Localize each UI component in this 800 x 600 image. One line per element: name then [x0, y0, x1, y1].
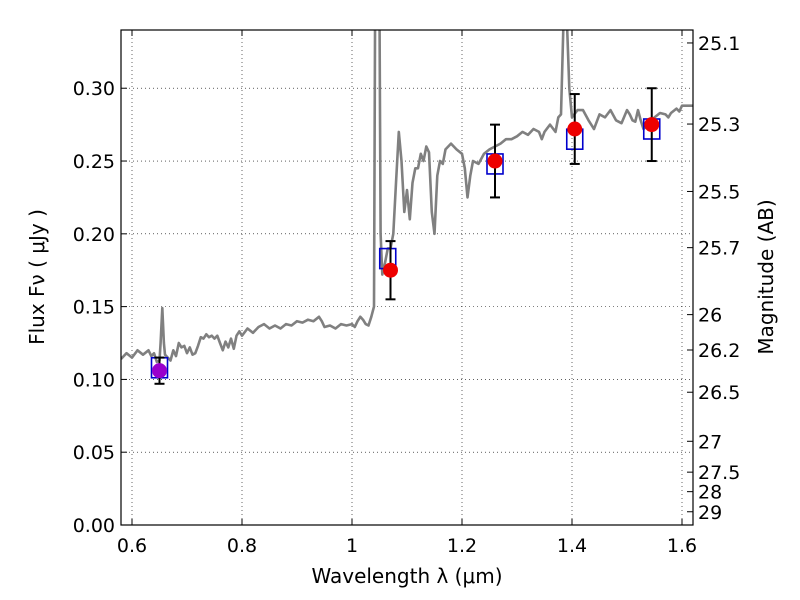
x-tick-label: 0.8 [227, 535, 257, 557]
magnitude-tick-label: 25.3 [698, 114, 740, 136]
y-tick-labels: 0.00 0.05 0.10 0.15 0.20 0.25 0.30 [73, 78, 115, 537]
observed-point [152, 363, 167, 379]
x-tick-label: 1.2 [447, 535, 477, 557]
x-axis-title: Wavelength λ (μm) [311, 564, 502, 588]
magnitude-tick-label: 28 [698, 482, 722, 504]
magnitude-tick-label: 25.5 [698, 181, 740, 203]
magnitude-tick-label: 27 [698, 431, 722, 453]
y-tick-label: 0.10 [73, 369, 115, 391]
magnitude-tick-label: 26.2 [698, 340, 740, 362]
magnitude-tick-label: 25.7 [698, 238, 740, 260]
x-tick-labels: 0.6 0.8 1 1.2 1.4 1.6 [117, 535, 697, 557]
observed-point [567, 121, 583, 137]
ticks [121, 30, 693, 526]
y-tick-label: 0.30 [73, 78, 115, 100]
y-tick-label: 0.15 [73, 297, 115, 319]
magnitude-tick-label: 29 [698, 502, 722, 524]
magnitude-tick-label: 25.1 [698, 33, 740, 55]
x-tick-label: 1 [346, 535, 358, 557]
y-tick-label: 0.20 [73, 224, 115, 246]
plot-frame [120, 29, 694, 526]
magnitude-tick-label: 26 [698, 305, 722, 327]
observed-point [644, 117, 660, 133]
x-tick-label: 1.6 [667, 535, 697, 557]
magnitude-tick-label: 27.5 [698, 462, 740, 484]
observed-points [152, 87, 660, 385]
observed-point [383, 262, 398, 278]
y-tick-label: 0.00 [73, 515, 115, 537]
observed-point [487, 153, 503, 169]
y-axis-title: Flux Fν ( μJy ) [25, 209, 49, 345]
y-tick-label: 0.05 [73, 442, 115, 464]
y2-axis-title: Magnitude (AB) [754, 199, 778, 354]
y-tick-label: 0.25 [73, 151, 115, 173]
x-tick-label: 0.6 [117, 535, 147, 557]
plot-background [121, 30, 693, 525]
x-tick-label: 1.4 [557, 535, 587, 557]
magnitude-tick-label: 26.5 [698, 382, 740, 404]
